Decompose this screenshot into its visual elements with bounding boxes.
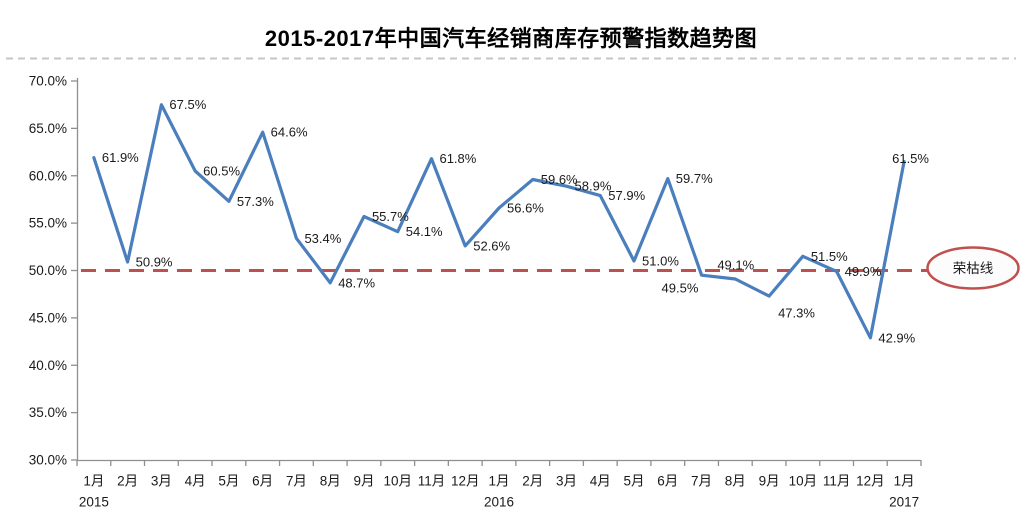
chart-title: 2015-2017年中国汽车经销商库存预警指数趋势图 — [264, 26, 758, 51]
x-tick-label: 6月 — [657, 474, 678, 489]
x-tick-label: 1月 — [894, 474, 915, 489]
x-tick-label: 7月 — [286, 474, 307, 489]
x-tick-label: 2月 — [522, 474, 543, 489]
y-tick-label: 70.0% — [29, 74, 67, 89]
x-tick-label: 4月 — [185, 474, 206, 489]
trend-line — [92, 103, 906, 340]
y-tick-label: 40.0% — [29, 358, 67, 373]
data-label: 56.6% — [507, 200, 544, 215]
year-label: 2015 — [79, 495, 109, 510]
data-label: 52.6% — [473, 238, 510, 253]
y-tick-label: 45.0% — [29, 310, 67, 325]
x-tick-label: 5月 — [624, 474, 645, 489]
threshold-label: 荣枯线 — [953, 261, 994, 276]
year-label: 2017 — [889, 495, 919, 510]
data-label: 60.5% — [203, 164, 240, 179]
y-tick-label: 65.0% — [29, 121, 67, 136]
x-tick-label: 12月 — [451, 474, 480, 489]
x-tick-label: 7月 — [691, 474, 712, 489]
x-tick-label: 11月 — [418, 474, 446, 489]
x-tick-label: 4月 — [590, 474, 611, 489]
data-label: 64.6% — [271, 125, 308, 140]
data-label: 54.1% — [406, 224, 443, 239]
x-tick-label: 11月 — [823, 474, 851, 489]
x-tick-label: 9月 — [759, 474, 780, 489]
x-tick-label: 5月 — [218, 474, 239, 489]
x-tick-label: 1月 — [83, 474, 104, 489]
data-label: 51.0% — [642, 254, 679, 269]
data-label: 58.9% — [575, 179, 612, 194]
x-tick-label: 10月 — [789, 474, 818, 489]
y-tick-label: 55.0% — [29, 216, 67, 231]
data-label: 61.5% — [892, 151, 929, 166]
data-label: 59.6% — [541, 172, 578, 187]
x-tick-label: 10月 — [383, 474, 412, 489]
year-label: 2016 — [484, 495, 514, 510]
data-label: 59.7% — [676, 171, 713, 186]
data-label: 42.9% — [878, 330, 915, 345]
x-tick-label: 3月 — [151, 474, 172, 489]
x-tick-label: 8月 — [725, 474, 746, 489]
data-label: 48.7% — [338, 275, 375, 290]
data-label: 50.9% — [136, 254, 173, 269]
data-label: 55.7% — [372, 209, 409, 224]
data-label: 47.3% — [778, 306, 815, 321]
x-tick-label: 8月 — [320, 474, 341, 489]
data-label: 53.4% — [304, 231, 341, 246]
x-tick-label: 1月 — [488, 474, 509, 489]
y-tick-label: 30.0% — [29, 453, 67, 468]
x-tick-label: 2月 — [117, 474, 138, 489]
threshold-ellipse — [926, 246, 1020, 290]
data-label: 49.5% — [662, 281, 699, 296]
x-tick-label: 12月 — [856, 474, 885, 489]
data-label: 61.9% — [102, 150, 139, 165]
data-label: 51.5% — [811, 249, 848, 264]
data-label: 67.5% — [169, 97, 206, 112]
y-tick-label: 35.0% — [29, 405, 67, 420]
y-tick-label: 50.0% — [29, 263, 67, 278]
x-tick-label: 3月 — [556, 474, 577, 489]
data-label: 49.9% — [845, 264, 882, 279]
data-label: 57.3% — [237, 194, 274, 209]
x-tick-label: 6月 — [252, 474, 273, 489]
y-tick-label: 60.0% — [29, 168, 67, 183]
data-label: 49.1% — [717, 258, 754, 273]
data-label: 57.9% — [608, 188, 645, 203]
x-tick-label: 9月 — [353, 474, 374, 489]
data-label: 61.8% — [439, 151, 476, 166]
